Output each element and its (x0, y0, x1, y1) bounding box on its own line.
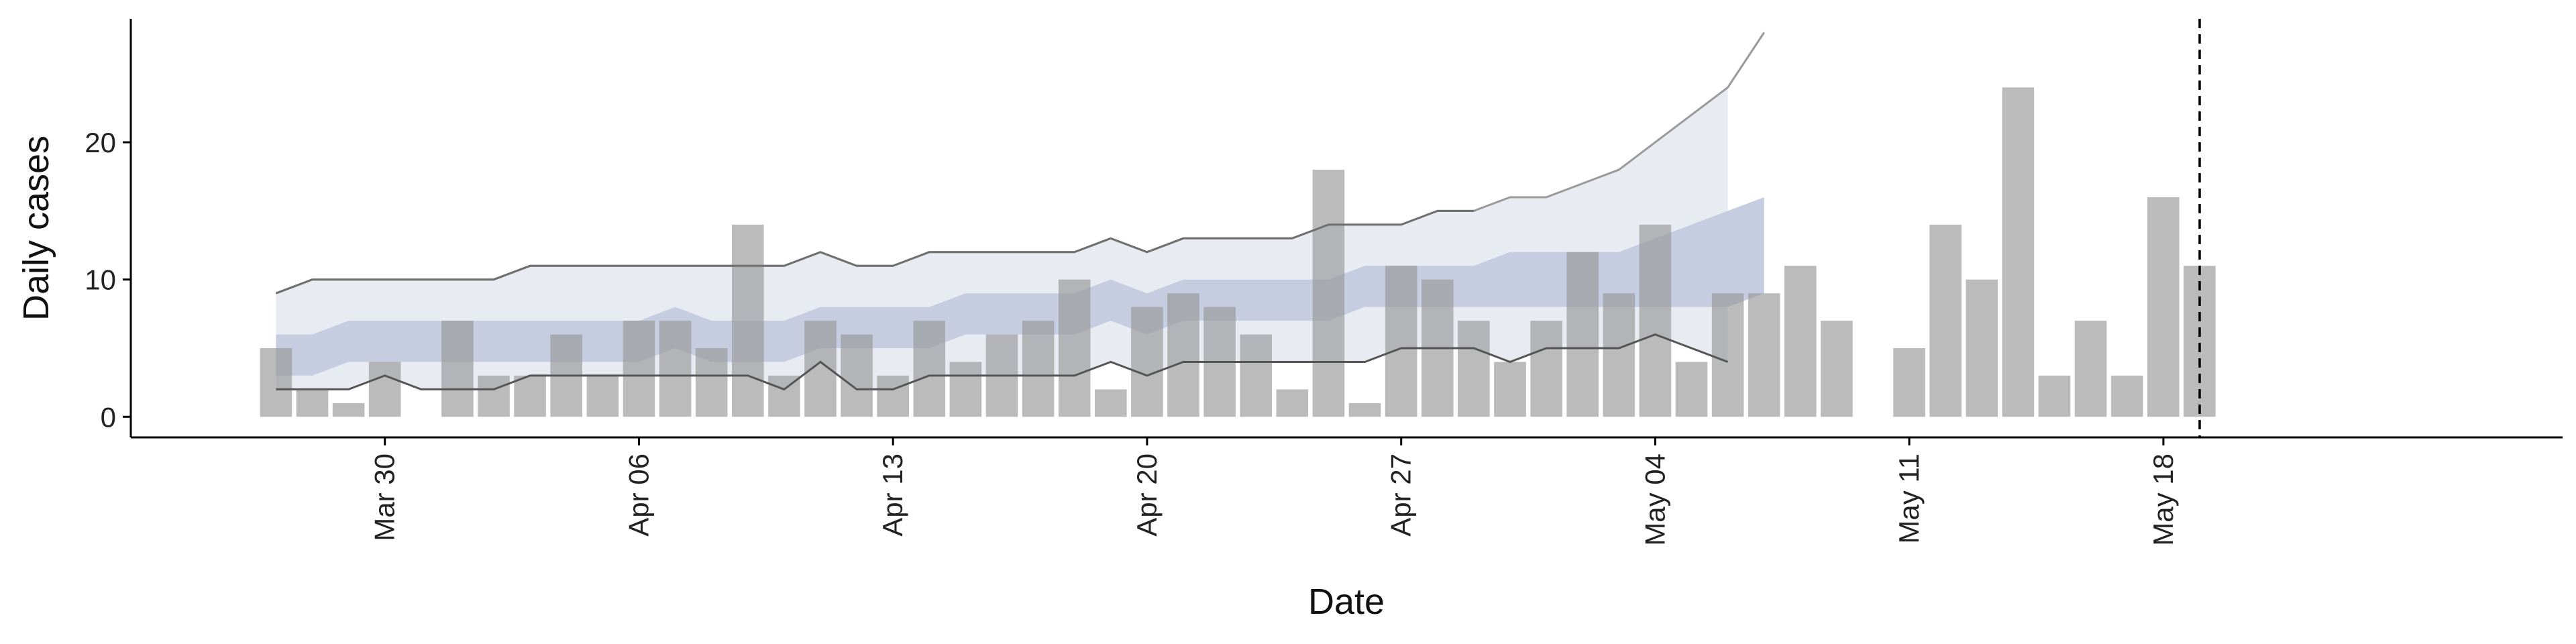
x-tick-label: Apr 20 (1131, 453, 1163, 537)
case-bar (1603, 293, 1635, 417)
case-bar (1095, 389, 1127, 417)
x-tick-label: May 18 (2147, 453, 2179, 546)
case-bar (514, 375, 546, 417)
case-bar (1022, 321, 1055, 417)
case-bar (1784, 266, 1817, 417)
case-bar (2110, 375, 2143, 417)
case-bar (296, 389, 329, 417)
x-tick-label: Apr 06 (623, 453, 655, 537)
case-bar (1494, 362, 1526, 417)
case-bar (260, 348, 292, 417)
axes-layer (129, 19, 2563, 439)
y-tick-label: 10 (85, 264, 116, 296)
case-bar (1276, 389, 1309, 417)
case-bar (586, 375, 619, 417)
case-bar (368, 362, 401, 417)
case-bar (623, 321, 655, 417)
case-bar (949, 362, 982, 417)
x-tick-label: May 11 (1893, 453, 1925, 544)
x-tick-label: Apr 13 (877, 453, 908, 537)
x-axis-title: Date (1308, 582, 1385, 622)
case-bar (1348, 402, 1381, 417)
case-bar (478, 375, 510, 417)
case-bar (1058, 279, 1091, 417)
ci-boundary-lines (275, 32, 1765, 391)
case-bar (1639, 224, 1672, 417)
case-bar (1821, 321, 1853, 417)
x-tick-label: Apr 27 (1385, 453, 1417, 537)
case-bar (441, 321, 474, 417)
x-ticks: Mar 30 Apr 06 Apr 13 Apr 20 Apr 27 May 04 May … (369, 437, 2179, 546)
case-bar (1312, 170, 1345, 417)
case-bar (1893, 348, 1925, 417)
case-bar (804, 321, 837, 417)
y-axis-title: Daily cases (16, 136, 56, 321)
daily-case-bars (260, 87, 2216, 417)
case-bar (1566, 252, 1599, 417)
ci-lower-line (276, 333, 1729, 391)
case-bar (1711, 293, 1744, 417)
case-bar (1530, 321, 1562, 417)
ci-90-band-layer (276, 87, 1728, 390)
case-bar (732, 224, 764, 417)
case-bar (2074, 321, 2107, 417)
ci-90-band (276, 87, 1728, 390)
case-bar (1675, 362, 1708, 417)
case-bar (841, 334, 873, 417)
y-ticks: 0 10 20 (85, 127, 131, 433)
case-bar (1458, 321, 1490, 417)
case-bar (695, 348, 728, 417)
case-bar (2038, 375, 2071, 417)
ci-upper-line-early (275, 209, 1474, 294)
x-tick-label: May 04 (1639, 453, 1670, 546)
case-bar (877, 375, 909, 417)
case-bar (1966, 279, 1998, 417)
case-bar (2002, 87, 2035, 417)
case-bar (1748, 293, 1780, 417)
case-bar (1240, 334, 1272, 417)
case-bar (1929, 224, 1962, 417)
case-bar (1131, 307, 1163, 417)
case-bar (659, 321, 692, 417)
y-tick-label: 0 (101, 401, 116, 433)
case-bar (2147, 197, 2180, 417)
case-bar (1385, 266, 1417, 417)
x-tick-label: Mar 30 (369, 453, 400, 541)
case-bar (332, 402, 365, 417)
y-tick-label: 20 (85, 127, 116, 158)
case-bar (1167, 293, 1199, 417)
case-bar (913, 321, 946, 417)
